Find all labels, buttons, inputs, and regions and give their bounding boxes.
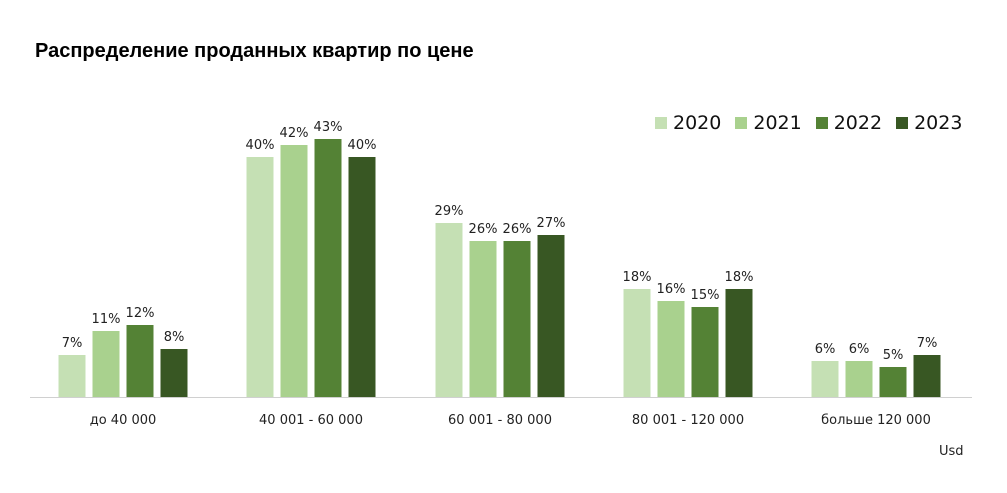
bar-2021 xyxy=(92,331,120,397)
legend-item-2023: 2023 xyxy=(896,112,962,134)
bar-2022 xyxy=(691,307,719,397)
bar-2020 xyxy=(58,355,86,397)
bar-2023 xyxy=(537,235,565,397)
data-label: 16% xyxy=(657,282,686,297)
bar-2021 xyxy=(657,301,685,397)
data-label: 40% xyxy=(246,138,275,153)
bar-2022 xyxy=(503,241,531,397)
x-tick-label: больше 120 000 xyxy=(821,413,931,428)
legend-swatch xyxy=(735,117,748,129)
legend-label: 2021 xyxy=(753,112,802,134)
bar-2022 xyxy=(879,367,907,397)
bar-2022 xyxy=(126,325,154,397)
legend-item-2020: 2020 xyxy=(655,112,721,134)
data-label: 40% xyxy=(348,138,377,153)
bar-2023 xyxy=(913,355,941,397)
data-label: 26% xyxy=(503,222,532,237)
bar-2020 xyxy=(246,157,274,397)
data-label: 18% xyxy=(725,270,754,285)
legend-item-2022: 2022 xyxy=(815,112,883,134)
bar-2020 xyxy=(435,223,463,397)
bar-2023 xyxy=(160,349,188,397)
data-label: 11% xyxy=(92,312,121,327)
data-label: 5% xyxy=(883,348,904,363)
legend-label: 2020 xyxy=(673,112,722,134)
data-label: 8% xyxy=(164,330,185,345)
data-label: 15% xyxy=(691,288,720,303)
bar-2020 xyxy=(623,289,651,397)
data-label: 7% xyxy=(917,336,938,351)
data-label: 26% xyxy=(469,222,498,237)
x-tick-label: до 40 000 xyxy=(90,413,157,428)
data-label: 43% xyxy=(314,120,343,135)
bar-2021 xyxy=(469,241,497,397)
legend-swatch xyxy=(896,117,909,129)
bar-2023 xyxy=(725,289,753,397)
x-axis-unit: Usd xyxy=(939,444,964,459)
data-label: 7% xyxy=(62,336,83,351)
data-label: 29% xyxy=(435,204,464,219)
legend-item-2021: 2021 xyxy=(735,112,802,134)
x-tick-label: 40 001 - 60 000 xyxy=(259,413,363,428)
legend: 2020 2021 2022 2023 xyxy=(655,112,962,134)
x-tick-label: 60 001 - 80 000 xyxy=(448,413,552,428)
bar-2020 xyxy=(811,361,839,397)
data-label: 12% xyxy=(126,306,155,321)
legend-label: 2023 xyxy=(914,112,963,134)
legend-swatch xyxy=(655,117,667,129)
bar-2021 xyxy=(845,361,873,397)
bar-2021 xyxy=(280,145,308,397)
x-tick-label: 80 001 - 120 000 xyxy=(632,413,744,428)
data-label: 27% xyxy=(537,216,566,231)
bar-2022 xyxy=(314,139,342,397)
data-label: 6% xyxy=(815,342,836,357)
legend-label: 2022 xyxy=(833,112,883,134)
data-label: 18% xyxy=(623,270,652,285)
legend-swatch xyxy=(815,117,828,129)
chart-title: Распределение проданных квартир по цене xyxy=(35,40,474,62)
bar-2023 xyxy=(348,157,376,397)
data-label: 6% xyxy=(849,342,870,357)
data-label: 42% xyxy=(280,126,309,141)
